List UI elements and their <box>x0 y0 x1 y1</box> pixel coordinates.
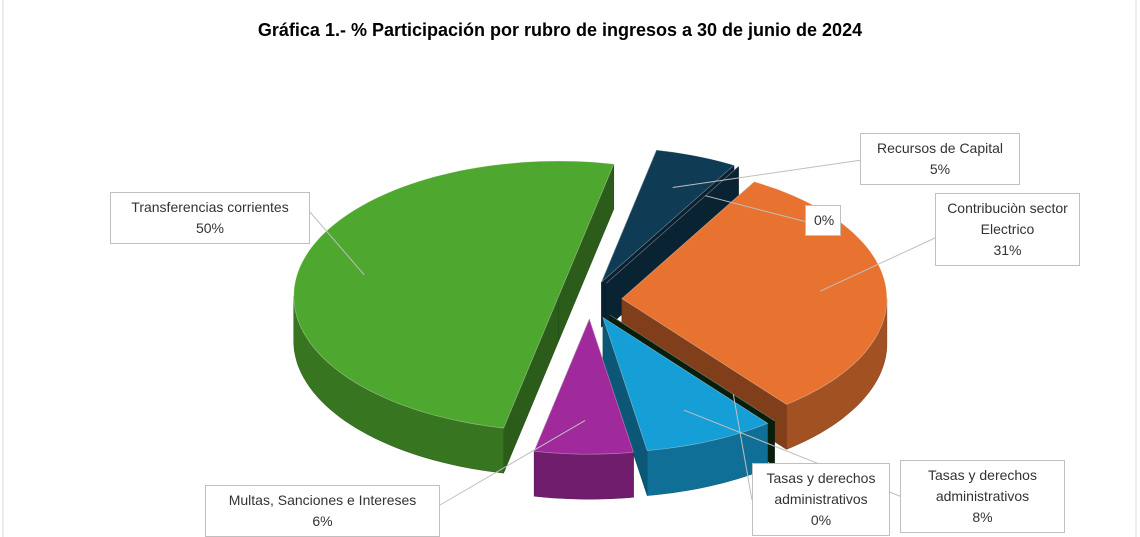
data-label: Contribuciòn sector Electrico 31% <box>935 193 1080 266</box>
chart-title: Gráfica 1.- % Participación por rubro de… <box>257 20 863 40</box>
slice <box>293 160 615 474</box>
data-label: Tasas y derechos administrativos 0% <box>752 463 890 536</box>
leader-line <box>705 195 808 223</box>
leader-line <box>309 211 365 276</box>
data-label: Multas, Sanciones e Intereses 6% <box>205 485 440 537</box>
label-value: 6% <box>312 513 333 529</box>
slice <box>533 318 634 500</box>
slice-top <box>533 318 634 455</box>
slice-side <box>558 163 615 342</box>
label-name: Tasas y derechos administrativos <box>928 467 1037 504</box>
data-label: Tasas y derechos administrativos 8% <box>900 460 1065 533</box>
label-value: 5% <box>929 161 951 177</box>
leader-line <box>672 159 863 189</box>
slice-top <box>605 166 739 284</box>
data-label: Recursos de Capital 5% <box>860 133 1020 185</box>
label-name: Tasas y derechos administrativos <box>766 470 876 507</box>
label-name: Transferencias corrientes <box>131 199 289 215</box>
label-value: 31% <box>993 242 1022 258</box>
label-name: Multas, Sanciones e Intereses <box>228 492 417 508</box>
leader-line <box>819 237 936 292</box>
slice-wall <box>533 450 634 500</box>
slice <box>602 316 769 496</box>
slice-top <box>293 160 615 429</box>
label-name: Contribuciòn sector Electrico <box>947 200 1068 237</box>
data-label: 0% <box>805 205 841 236</box>
label-value: 0% <box>810 512 832 528</box>
leader-line <box>439 419 586 506</box>
slice-top <box>609 314 775 422</box>
label-value: 8% <box>972 509 993 525</box>
data-label: Transferencias corrientes 50% <box>110 192 310 244</box>
label-name: Recursos de Capital <box>876 140 1004 156</box>
label-value: 50% <box>195 220 225 236</box>
label-value: 0% <box>814 212 835 228</box>
leader-line <box>732 394 753 501</box>
slice-top <box>602 316 769 451</box>
